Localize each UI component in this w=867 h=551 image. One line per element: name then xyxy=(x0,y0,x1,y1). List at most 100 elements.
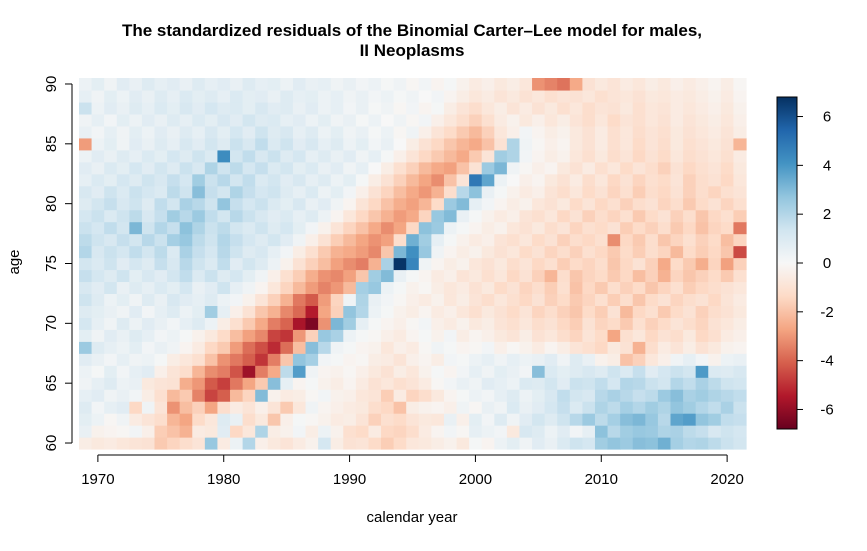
heatmap-cell xyxy=(79,365,93,378)
heatmap-cell xyxy=(645,113,659,127)
heatmap-cell xyxy=(393,233,407,247)
heatmap-cell xyxy=(683,413,697,426)
heatmap-cell xyxy=(443,329,458,342)
heatmap-cell xyxy=(443,197,458,211)
heatmap-cell xyxy=(104,341,118,354)
heatmap-cell xyxy=(116,185,130,199)
heatmap-cell xyxy=(695,305,709,318)
heatmap-cell xyxy=(230,413,244,426)
heatmap-cell xyxy=(544,269,558,283)
y-tick-label: 90 xyxy=(43,76,60,93)
y-tick-label: 65 xyxy=(43,375,60,392)
heatmap-cell xyxy=(318,437,332,450)
heatmap-cell xyxy=(683,125,697,139)
heatmap-cell xyxy=(154,365,168,378)
heatmap-cell xyxy=(594,221,609,235)
heatmap-cell xyxy=(305,401,319,414)
heatmap-cell xyxy=(406,149,420,163)
heatmap-cell xyxy=(733,113,747,127)
heatmap-cell xyxy=(330,305,344,318)
heatmap-cell xyxy=(343,365,357,378)
heatmap-cell xyxy=(393,353,407,366)
heatmap-cell xyxy=(657,389,672,402)
heatmap-cell xyxy=(683,197,697,211)
heatmap-cell xyxy=(368,233,382,247)
heatmap-cell xyxy=(192,425,206,438)
heatmap-cell xyxy=(418,377,432,390)
heatmap-cell xyxy=(192,329,206,342)
heatmap-cell xyxy=(456,173,470,187)
heatmap-cell xyxy=(683,293,697,306)
heatmap-cell xyxy=(368,293,382,306)
heatmap-cell xyxy=(481,425,495,438)
heatmap-cell xyxy=(569,101,583,115)
heatmap-cell xyxy=(519,185,533,199)
heatmap-cell xyxy=(557,293,571,306)
heatmap-cell xyxy=(683,161,697,175)
heatmap-cell xyxy=(506,113,521,127)
heatmap-cell xyxy=(393,161,407,175)
heatmap-cell xyxy=(683,185,697,199)
heatmap-cell xyxy=(167,257,181,271)
heatmap-cell xyxy=(670,89,684,103)
heatmap-cell xyxy=(179,197,193,211)
heatmap-cell xyxy=(116,389,130,402)
heatmap-cell xyxy=(318,413,332,426)
heatmap-cell xyxy=(720,185,735,199)
heatmap-cell xyxy=(494,78,508,91)
heatmap-cell xyxy=(255,233,269,247)
heatmap-cell xyxy=(469,413,483,426)
heatmap-cell xyxy=(292,113,307,127)
heatmap-cell xyxy=(179,365,193,378)
heatmap-cell xyxy=(657,185,672,199)
heatmap-cell xyxy=(645,185,659,199)
heatmap-cell xyxy=(91,125,105,139)
heatmap-cell xyxy=(393,329,407,342)
heatmap-cell xyxy=(695,233,709,247)
heatmap-cell xyxy=(670,137,684,151)
heatmap-cell xyxy=(381,257,395,271)
heatmap-cell xyxy=(632,78,646,91)
heatmap-cell xyxy=(167,233,181,247)
heatmap-cell xyxy=(292,401,307,414)
heatmap-cell xyxy=(129,269,143,283)
heatmap-cell xyxy=(406,113,420,127)
heatmap-cell xyxy=(167,305,181,318)
heatmap-cell xyxy=(443,173,458,187)
heatmap-cell xyxy=(154,293,168,306)
heatmap-cell xyxy=(506,377,521,390)
heatmap-cell xyxy=(443,425,458,438)
heatmap-cell xyxy=(481,305,495,318)
heatmap-cell xyxy=(393,305,407,318)
heatmap-cell xyxy=(267,389,281,402)
colorbar-tick-label: 2 xyxy=(823,206,831,223)
heatmap-cell xyxy=(418,365,432,378)
heatmap-cell xyxy=(267,161,281,175)
heatmap-cell xyxy=(292,269,307,283)
heatmap-cell xyxy=(431,125,445,139)
heatmap-cell xyxy=(418,437,432,450)
heatmap-cell xyxy=(557,341,571,354)
heatmap-cell xyxy=(481,317,495,330)
heatmap-cell xyxy=(418,89,432,103)
heatmap-cell xyxy=(569,281,583,295)
heatmap-cell xyxy=(620,89,634,103)
heatmap-cell xyxy=(154,353,168,366)
heatmap-cell xyxy=(129,437,143,450)
heatmap-cell xyxy=(242,89,256,103)
heatmap-cell xyxy=(230,233,244,247)
heatmap-cell xyxy=(607,125,621,139)
heatmap-cell xyxy=(443,78,458,91)
heatmap-cell xyxy=(167,329,181,342)
heatmap-cell xyxy=(569,245,583,259)
heatmap-cell xyxy=(217,101,231,115)
heatmap-cell xyxy=(116,305,130,318)
heatmap-cell xyxy=(318,197,332,211)
heatmap-cell xyxy=(620,257,634,271)
heatmap-cell xyxy=(305,233,319,247)
heatmap-cell xyxy=(481,173,495,187)
heatmap-cell xyxy=(368,377,382,390)
heatmap-cell xyxy=(368,221,382,235)
heatmap-cell xyxy=(620,437,634,450)
